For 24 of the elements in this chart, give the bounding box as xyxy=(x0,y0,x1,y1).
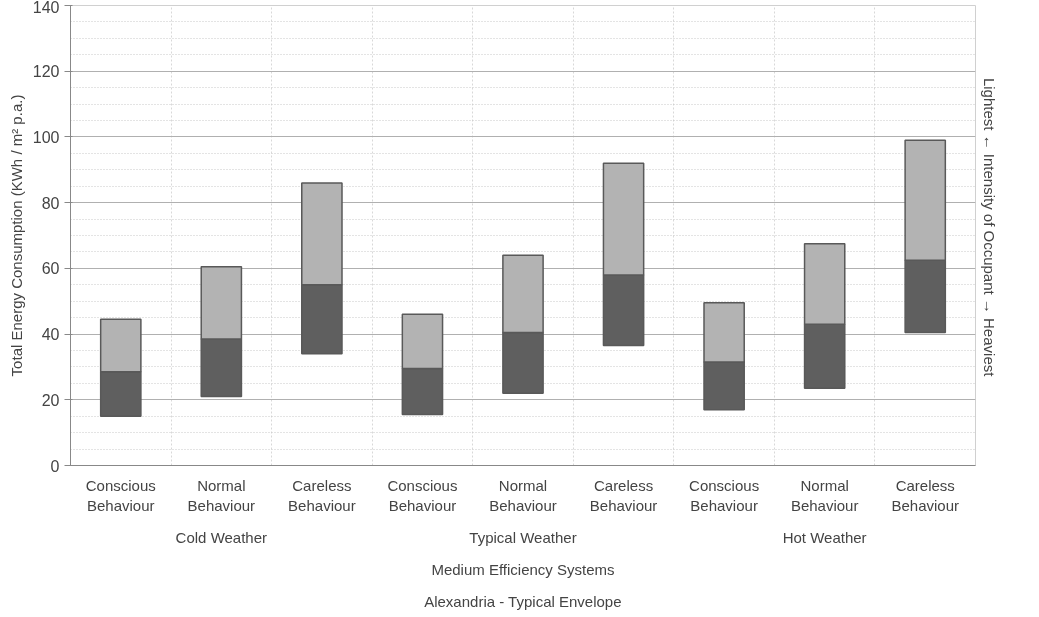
x-tick-label: Normal Behaviour xyxy=(790,476,859,514)
y-tick-label: 20 xyxy=(41,391,60,409)
x-tick-label: Normal Behaviour xyxy=(187,476,256,514)
y-tick-label: 140 xyxy=(32,0,60,16)
x-tick-label: Conscious Behaviour xyxy=(85,476,156,514)
text: Cold Weather xyxy=(175,528,268,546)
y-tick-label: 120 xyxy=(32,63,60,81)
y-tick-label: 100 xyxy=(32,128,60,146)
y-tick-label: 0 xyxy=(50,457,60,475)
x-tick-label: Careless Behaviour xyxy=(589,476,658,514)
x-tick-label: Careless Behaviour xyxy=(288,476,356,514)
x-tick-label: Careless Behaviour xyxy=(891,476,959,514)
text: Medium Efficiency Systems xyxy=(431,560,615,578)
text: Alexandria - Typical Envelope xyxy=(424,592,622,610)
text: Typical Weather xyxy=(469,528,577,546)
x-tick-label: Conscious Behaviour xyxy=(689,476,760,514)
text: Hot Weather xyxy=(782,528,867,546)
x-tick-label: Conscious Behaviour xyxy=(387,476,458,514)
y-tick-label: 40 xyxy=(41,326,60,344)
y-tick-label: 60 xyxy=(41,260,60,278)
x-tick-label: Normal Behaviour xyxy=(489,476,557,514)
y-tick-label: 80 xyxy=(41,194,60,212)
y-axis-title: Total Energy Consumption (KWh / m² p.a.) xyxy=(7,94,25,377)
y2-axis-title: Lightest ← Intensity of Occupant → Heaviest xyxy=(980,77,998,378)
